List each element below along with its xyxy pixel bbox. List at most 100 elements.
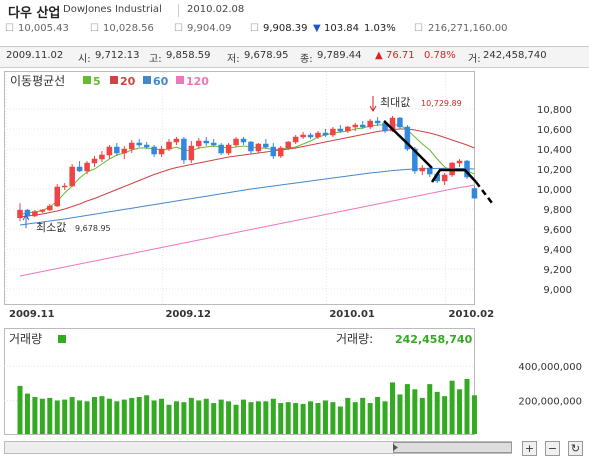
candle-body: [39, 209, 46, 212]
volume-bar: [322, 400, 328, 434]
volume-bar: [144, 395, 150, 434]
price-tick-label: 9,600: [543, 225, 572, 236]
volume-bar: [442, 396, 448, 434]
volume-bar: [39, 398, 45, 434]
divider: [178, 4, 179, 17]
change-pct: 1.03%: [364, 23, 396, 34]
volume-bar: [390, 382, 395, 434]
candle-body: [121, 148, 128, 154]
legend-swatch: [83, 76, 91, 84]
volume-bar: [181, 402, 187, 434]
candle-body: [285, 141, 291, 149]
volume-bar: [427, 384, 433, 434]
volume-bar: [188, 397, 194, 434]
x-tick-label: 2010.01: [329, 309, 375, 320]
legend-swatch: [176, 76, 184, 84]
candle-body: [114, 146, 120, 154]
candle-body: [307, 134, 314, 138]
candle-body: [270, 146, 277, 157]
volume-bar: [47, 397, 53, 434]
volume-y-axis: 400,000,000 200,000,000: [518, 362, 582, 407]
open-value: 10,005.43: [18, 23, 69, 34]
legend-item-ma60[interactable]: 60: [143, 75, 169, 88]
volume-bar: [337, 406, 343, 434]
volume-bar: [121, 399, 127, 434]
info-change: 76.71: [386, 50, 415, 61]
volume-bar: [211, 403, 217, 434]
open-icon: ☐: [5, 23, 14, 34]
candle-body: [374, 120, 381, 124]
price-tick-label: 9,800: [543, 205, 572, 216]
zoom-in-button[interactable]: +: [522, 441, 537, 456]
volume-bar: [419, 397, 425, 434]
volume-bar: [17, 385, 23, 434]
price-y-axis: 10,800 10,600 10,400 10,200 10,000 9,800 9,600…: [537, 105, 572, 296]
volume-bar: [360, 397, 366, 434]
info-low: 9,678.95: [244, 50, 289, 61]
info-open-label: 시:: [78, 54, 91, 65]
volume-bar: [293, 403, 299, 434]
candle-body: [367, 120, 373, 128]
reset-icon[interactable]: ↻: [568, 441, 583, 456]
volume-bar: [226, 401, 232, 434]
volume-bar: [106, 398, 112, 434]
volume-bar: [345, 397, 351, 434]
candle-body: [330, 128, 336, 136]
volume-bar: [241, 399, 246, 434]
scroll-left-handle-icon[interactable]: [393, 444, 398, 451]
min-value: 9,678.95: [75, 224, 111, 233]
close-icon: ☐: [250, 23, 259, 34]
x-tick-label: 2010.02: [449, 309, 495, 320]
info-open: 9,712.13: [95, 50, 140, 61]
high-icon: ☐: [90, 23, 99, 34]
max-value: 10,729.89: [421, 99, 462, 108]
candlesticks: [17, 116, 478, 222]
candle-body: [166, 141, 172, 150]
volume-current-label: 거래량:: [336, 332, 373, 346]
candle-body: [345, 126, 351, 132]
scroll-thumb[interactable]: [393, 442, 512, 453]
index-title: 다우 산업: [8, 6, 61, 21]
max-arrow-icon: [369, 105, 377, 112]
volume-bar: [129, 397, 135, 434]
candle-body: [203, 140, 209, 144]
ma120-line: [19, 184, 475, 277]
info-volume: 242,458,740: [483, 50, 547, 61]
change-value: 103.84: [324, 23, 359, 34]
index-subtitle: DowJones Industrial: [63, 4, 162, 15]
candle-body: [359, 124, 366, 128]
candle-body: [218, 144, 224, 154]
volume-bar: [263, 401, 269, 434]
info-high: 9,858.59: [166, 50, 211, 61]
info-high-label: 고:: [149, 54, 162, 65]
volume-bar: [151, 400, 157, 434]
price-tick-label: 10,600: [537, 125, 572, 136]
candle-body: [233, 138, 239, 146]
price-tick-label: 10,400: [537, 145, 572, 156]
volume-bar: [404, 384, 410, 434]
volume-icon: ☐: [414, 23, 423, 34]
volume-bar: [255, 401, 261, 434]
volume-swatch: [58, 335, 66, 343]
volume-title: 거래량: [9, 332, 42, 346]
legend-item-ma120[interactable]: 120: [176, 75, 209, 88]
change-down-icon: ▼: [313, 23, 321, 34]
candle-body: [54, 186, 60, 207]
candle-body: [456, 160, 463, 164]
legend-label: 5: [93, 75, 101, 88]
low-icon: ☐: [174, 23, 183, 34]
max-annotation: 최대값 10,729.89: [369, 96, 462, 112]
candle-body: [315, 132, 321, 138]
volume-bar: [382, 401, 388, 434]
legend-item-ma5[interactable]: 5: [83, 75, 101, 88]
trend-line-down: [383, 120, 433, 169]
trend-line-flat: [430, 168, 477, 183]
x-axis: 2009.11 2009.12 2010.01 2010.02: [9, 309, 494, 320]
candle-body: [173, 138, 180, 143]
candle-body: [136, 142, 142, 146]
volume-panel-frame: [4, 328, 475, 435]
candle-body: [240, 138, 247, 143]
zoom-out-button[interactable]: −: [545, 441, 560, 456]
legend-item-ma20[interactable]: 20: [110, 75, 136, 88]
volume-bar: [196, 400, 202, 434]
